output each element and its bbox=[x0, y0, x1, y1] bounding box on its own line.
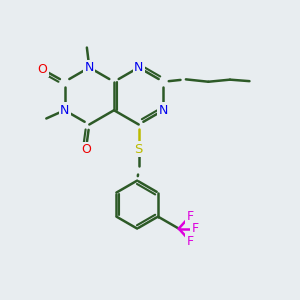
Text: F: F bbox=[187, 209, 194, 223]
Text: N: N bbox=[159, 104, 168, 117]
Text: N: N bbox=[85, 61, 94, 74]
Text: N: N bbox=[60, 104, 69, 117]
Text: N: N bbox=[134, 61, 143, 74]
Text: O: O bbox=[38, 63, 47, 76]
Text: F: F bbox=[187, 235, 194, 248]
Text: S: S bbox=[134, 142, 143, 156]
Text: O: O bbox=[81, 143, 91, 156]
Text: F: F bbox=[192, 222, 199, 235]
